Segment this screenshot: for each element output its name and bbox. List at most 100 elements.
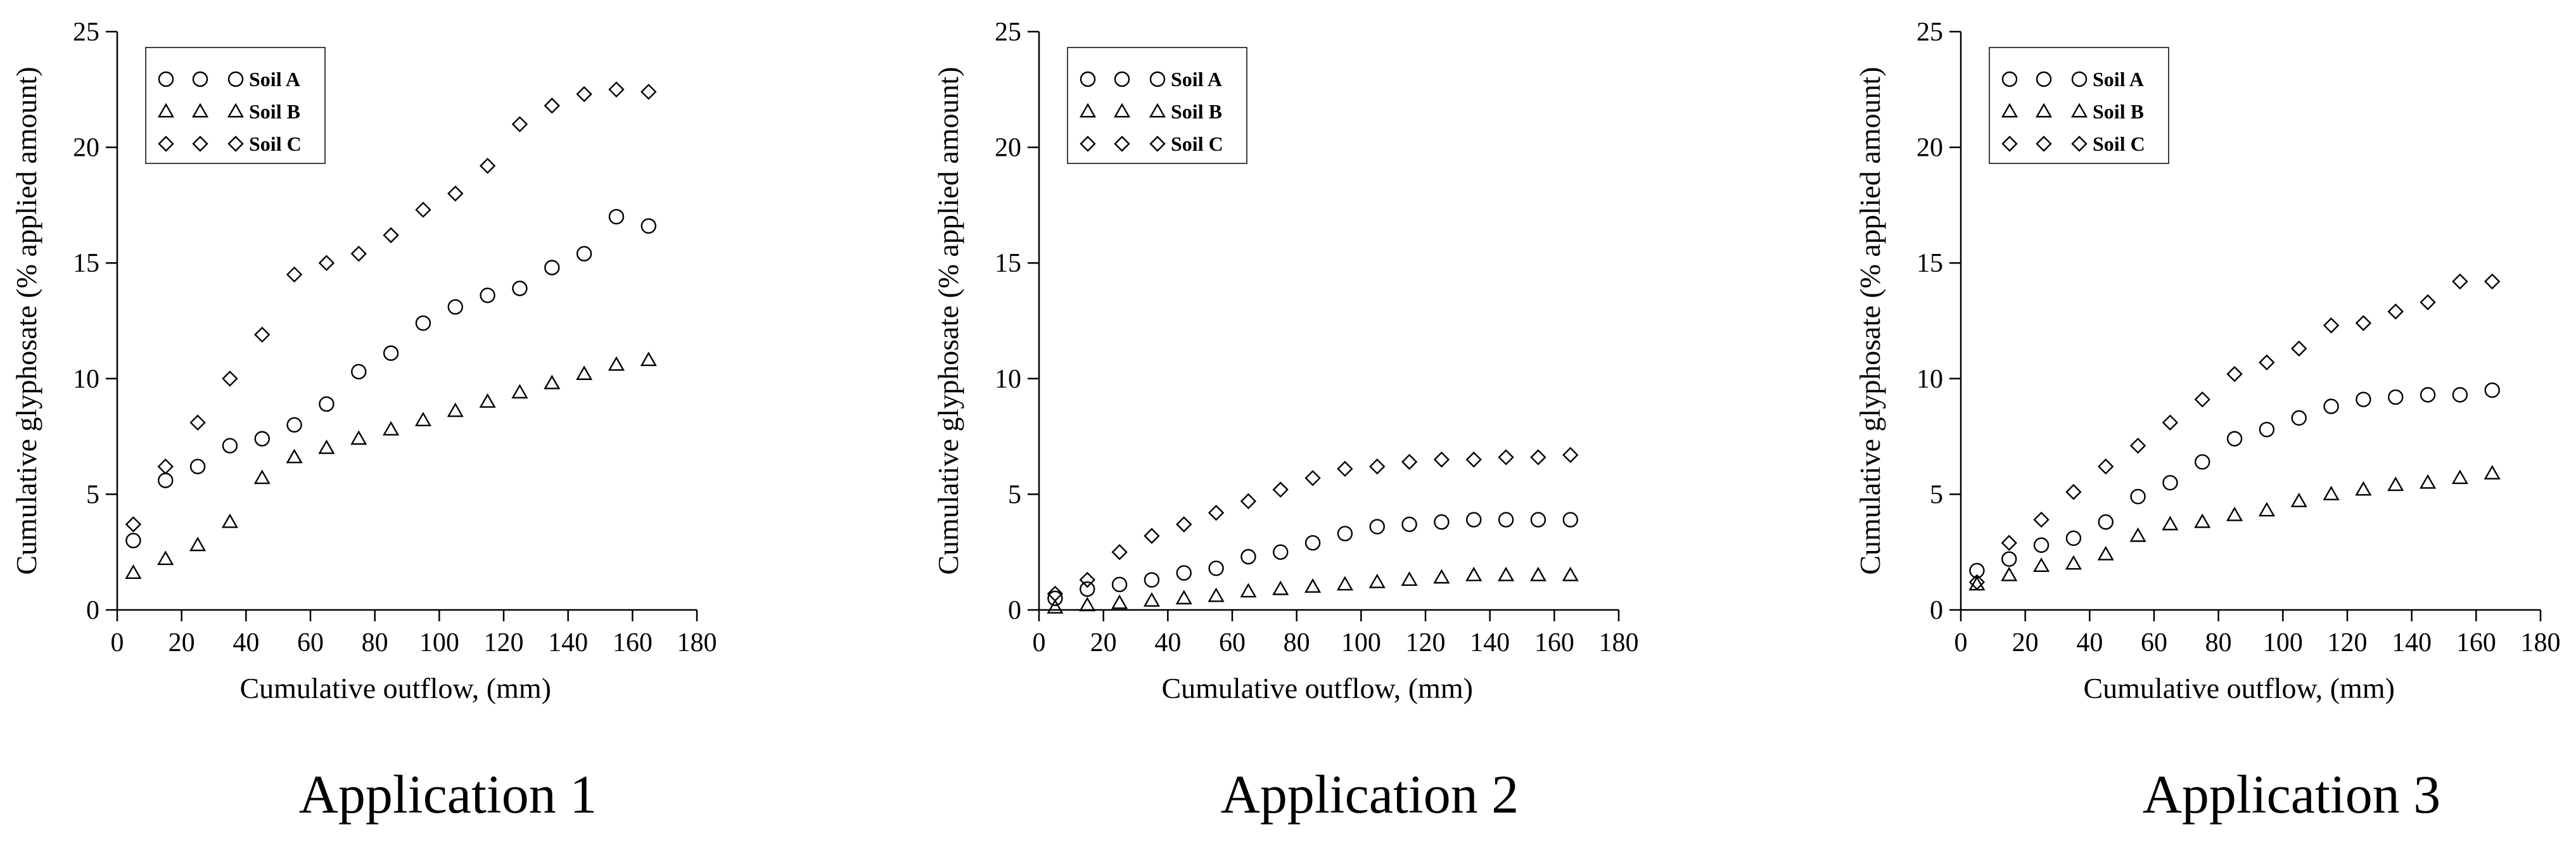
data-point bbox=[1369, 519, 1385, 535]
legend-marker bbox=[2001, 103, 2018, 118]
data-point bbox=[1111, 544, 1128, 561]
data-point bbox=[158, 472, 174, 488]
data-point bbox=[415, 201, 431, 218]
y-tick-label: 25 bbox=[1916, 18, 1943, 47]
data-point bbox=[2420, 474, 2437, 489]
legend-label: Soil A bbox=[2093, 68, 2144, 91]
data-point bbox=[1337, 526, 1353, 542]
data-point bbox=[253, 469, 271, 485]
x-tick-label: 180 bbox=[2521, 628, 2561, 657]
x-tick-label: 180 bbox=[1599, 628, 1639, 657]
legend-label: Soil B bbox=[249, 100, 300, 123]
data-point bbox=[2162, 516, 2179, 531]
x-tick-label: 140 bbox=[1470, 628, 1510, 657]
x-tick-label: 0 bbox=[1954, 628, 1968, 657]
x-tick-label: 140 bbox=[548, 628, 588, 657]
data-point bbox=[2484, 273, 2501, 290]
data-point bbox=[576, 86, 592, 103]
data-point bbox=[157, 550, 174, 566]
legend-marker bbox=[2071, 136, 2088, 152]
data-point bbox=[1273, 544, 1289, 560]
data-point bbox=[2452, 387, 2468, 403]
data-point bbox=[1240, 493, 1257, 510]
data-point bbox=[1530, 449, 1546, 466]
series-soil-c bbox=[1047, 447, 1579, 602]
data-point bbox=[608, 208, 625, 225]
legend-label: Soil A bbox=[249, 68, 300, 91]
data-point bbox=[447, 185, 464, 202]
data-point bbox=[2098, 458, 2114, 475]
x-tick-label: 0 bbox=[111, 628, 124, 657]
data-point bbox=[1208, 587, 1225, 602]
data-point bbox=[2355, 315, 2372, 331]
data-point bbox=[2387, 476, 2404, 491]
data-point bbox=[1401, 453, 1418, 470]
legend-label: Soil B bbox=[2093, 100, 2144, 123]
data-point bbox=[1208, 504, 1225, 521]
y-tick-label: 20 bbox=[1916, 134, 1943, 163]
legend-label: Soil B bbox=[1171, 100, 1222, 123]
legend-marker bbox=[192, 71, 208, 87]
data-point bbox=[1401, 516, 1417, 533]
data-point bbox=[2097, 545, 2114, 561]
y-tick-label: 20 bbox=[995, 134, 1021, 163]
data-point bbox=[189, 414, 206, 431]
x-axis-title: Cumulative outflow, (mm) bbox=[2083, 672, 2394, 704]
series-soil-c bbox=[125, 81, 657, 533]
legend-label: Soil A bbox=[1171, 68, 1222, 91]
y-tick-label: 25 bbox=[73, 18, 99, 47]
data-point bbox=[157, 458, 174, 475]
data-point bbox=[383, 421, 400, 436]
series-soil-a bbox=[125, 208, 656, 548]
x-tick-label: 120 bbox=[1406, 628, 1446, 657]
data-point bbox=[1208, 561, 1224, 576]
chart-panel-1: 0 5 10 15 20 25 0 20 40 60 80 100 120 140 160 180 Cumula… bbox=[10, 18, 717, 825]
legend-marker bbox=[158, 71, 174, 87]
x-tick-label: 160 bbox=[613, 628, 653, 657]
legend-marker bbox=[1114, 136, 1130, 152]
y-tick-label: 0 bbox=[1930, 596, 1943, 625]
data-point bbox=[1368, 573, 1386, 588]
data-point bbox=[1304, 535, 1321, 551]
data-point bbox=[1175, 590, 1192, 605]
data-point bbox=[512, 281, 528, 296]
data-point bbox=[2291, 340, 2307, 357]
data-point bbox=[2323, 317, 2340, 334]
data-point bbox=[221, 513, 238, 528]
data-point bbox=[2388, 389, 2404, 405]
x-tick-label: 120 bbox=[2328, 628, 2368, 657]
data-point bbox=[1304, 578, 1322, 593]
legend-label: Soil C bbox=[1171, 132, 1223, 155]
data-point bbox=[2323, 485, 2340, 500]
x-tick-label: 0 bbox=[1033, 628, 1046, 657]
data-point bbox=[480, 288, 495, 303]
data-point bbox=[1111, 576, 1128, 593]
y-tick-label: 25 bbox=[995, 18, 1021, 47]
data-point bbox=[286, 266, 303, 283]
data-point bbox=[2194, 513, 2211, 528]
data-point bbox=[2420, 387, 2436, 403]
data-point bbox=[2001, 535, 2017, 551]
data-point bbox=[254, 431, 270, 447]
data-point bbox=[2323, 398, 2339, 414]
data-point bbox=[1272, 481, 1289, 498]
data-point bbox=[2129, 527, 2146, 542]
data-point bbox=[641, 84, 657, 100]
x-tick-label: 160 bbox=[2456, 628, 2496, 657]
data-point bbox=[125, 533, 141, 548]
y-tick-label: 5 bbox=[86, 480, 99, 509]
data-point bbox=[608, 356, 625, 371]
y-tick-label: 0 bbox=[1008, 596, 1021, 625]
legend-marker bbox=[2070, 103, 2088, 118]
legend-marker bbox=[1149, 136, 1166, 152]
legend-marker bbox=[227, 71, 244, 87]
data-point bbox=[1562, 512, 1578, 528]
data-point bbox=[125, 516, 142, 533]
data-point bbox=[511, 116, 528, 132]
data-point bbox=[608, 81, 625, 98]
data-point bbox=[2290, 492, 2307, 507]
legend-marker bbox=[2001, 71, 2018, 87]
data-point bbox=[1143, 592, 1160, 607]
data-point bbox=[1337, 460, 1353, 477]
